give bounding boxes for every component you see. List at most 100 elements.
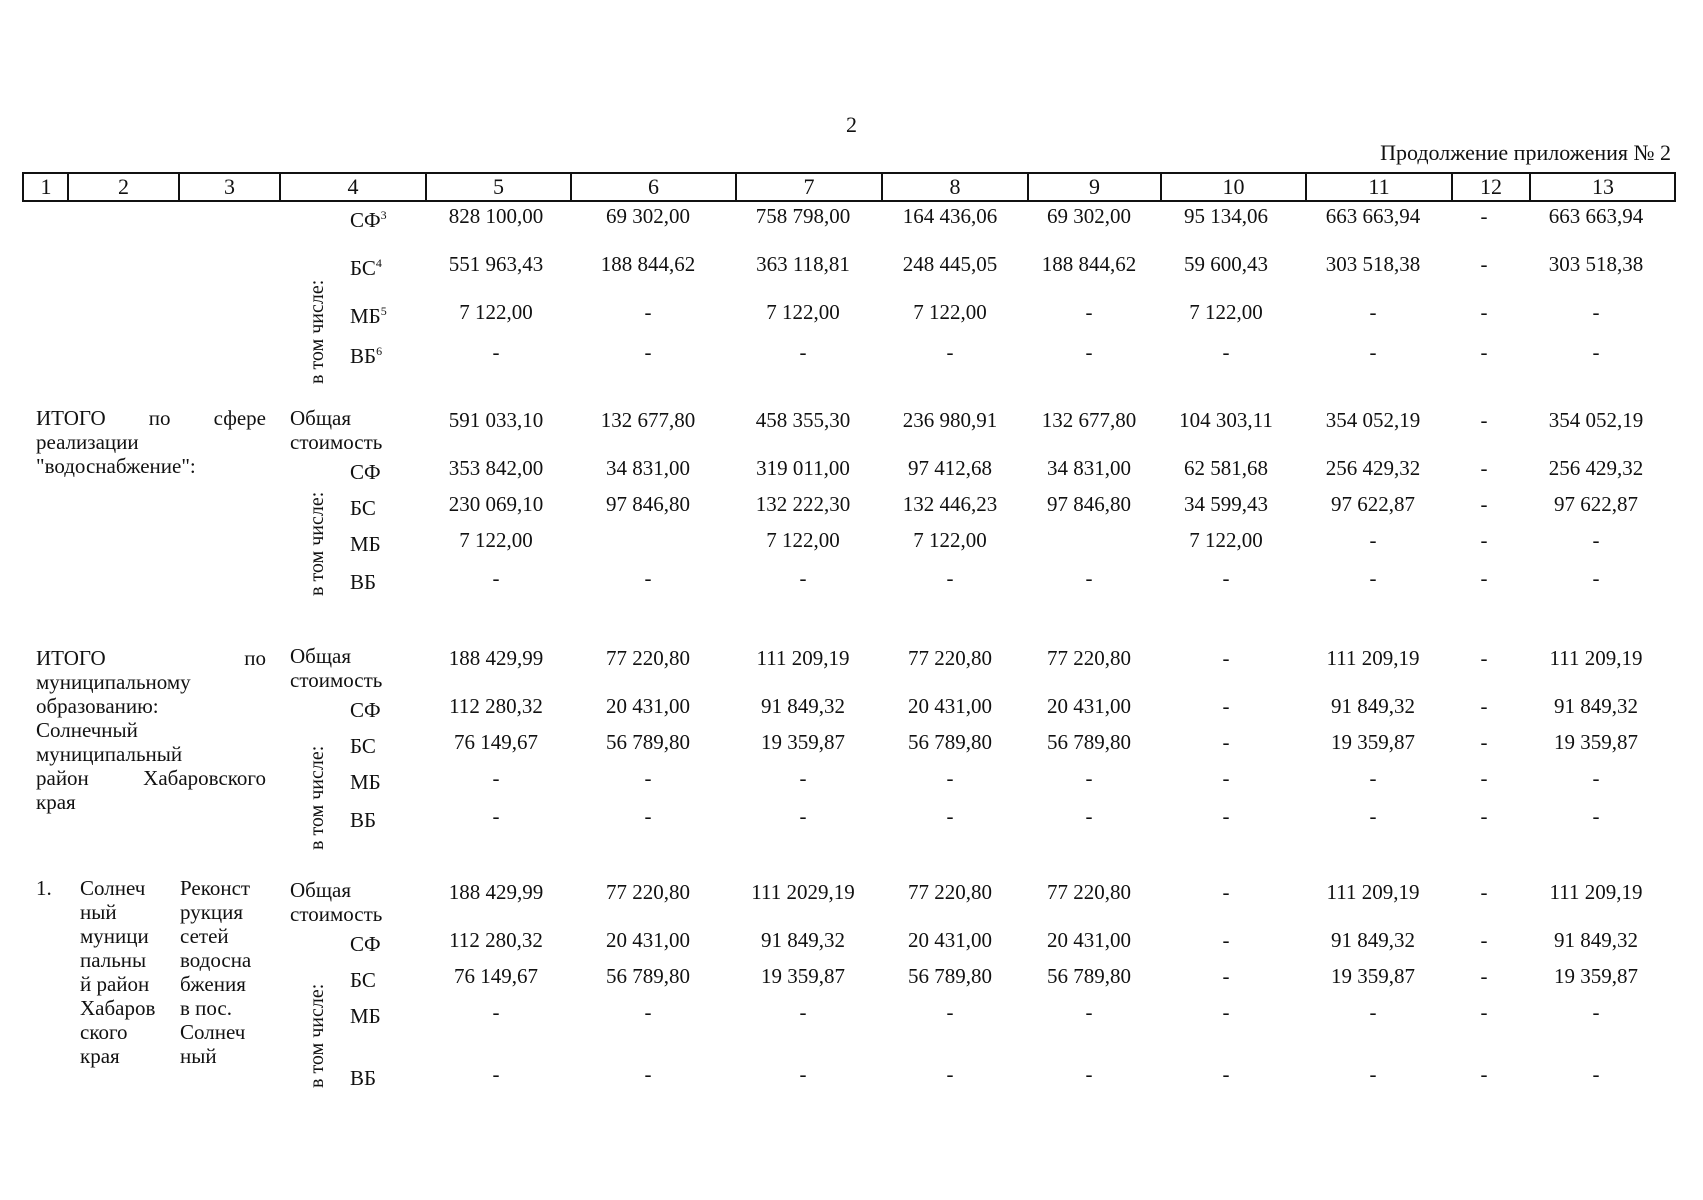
cell-col-7: 111 209,19: [756, 646, 850, 670]
cell-col-6: 56 789,80: [606, 730, 690, 754]
funding-code-text: МБ: [350, 304, 381, 328]
header-col-5: 5: [493, 174, 504, 199]
header-col-10: 10: [1222, 174, 1245, 199]
cell-col-11: -: [1369, 528, 1377, 552]
cell-col-10: 7 122,00: [1189, 300, 1263, 324]
cell-col-7: -: [799, 804, 807, 828]
funding-code-text: МБ: [350, 532, 381, 556]
page-number: 2: [846, 112, 857, 137]
cell-col-11: -: [1369, 766, 1377, 790]
funding-source-code: БС4: [350, 256, 382, 281]
cell-col-13: -: [1592, 1062, 1600, 1086]
cell-col-12: -: [1480, 1000, 1488, 1024]
item-project-line: сетей: [180, 924, 229, 948]
cell-col-13: 97 622,87: [1554, 492, 1638, 516]
cell-col-5: 188 429,99: [448, 646, 544, 670]
funding-code-text: СФ: [350, 698, 381, 722]
item-municipality-line: й район: [80, 972, 150, 996]
cell-col-10: 62 581,68: [1184, 456, 1268, 480]
header-col-3: 3: [224, 174, 235, 199]
cell-col-6: 77 220,80: [606, 880, 690, 904]
funding-code-text: МБ: [350, 1004, 381, 1028]
cell-col-9: 77 220,80: [1047, 880, 1131, 904]
footnote-marker: 5: [380, 304, 387, 318]
in-total-rotated-label: в том числе:: [306, 279, 328, 384]
cell-col-9: -: [1085, 1000, 1093, 1024]
header-col-4: 4: [347, 174, 359, 199]
cell-col-8: -: [946, 804, 954, 828]
item-project-line: водосна: [180, 948, 252, 972]
header-separator: [425, 174, 427, 200]
header-separator: [881, 174, 883, 200]
cell-col-8: -: [946, 1062, 954, 1086]
block-label-line: "водоснабжение":: [36, 454, 196, 478]
funding-source-code: ВБ: [350, 1066, 376, 1091]
cell-col-10: -: [1222, 804, 1230, 828]
cell-col-12: -: [1480, 766, 1488, 790]
cell-col-11: -: [1369, 340, 1377, 364]
cell-col-12: -: [1480, 928, 1488, 952]
cell-col-13: 111 209,19: [1549, 880, 1643, 904]
cell-col-12: -: [1480, 300, 1488, 324]
cell-col-7: 91 849,32: [761, 928, 845, 952]
funding-source-code: СФ: [350, 932, 381, 957]
item-municipality-line: муници: [80, 924, 149, 948]
block-label-line: муниципальный: [36, 742, 183, 766]
cell-col-10: -: [1222, 1000, 1230, 1024]
cell-col-6: -: [644, 1000, 652, 1024]
cell-col-11: -: [1369, 804, 1377, 828]
cell-col-13: 303 518,38: [1548, 252, 1644, 276]
block-label-line: реализации: [36, 430, 139, 454]
cell-col-6: -: [644, 766, 652, 790]
funding-code-text: СФ: [350, 932, 381, 956]
cell-col-7: 7 122,00: [766, 300, 840, 324]
funding-code-text: ВБ: [350, 344, 377, 368]
in-total-rotated-label: в том числе:: [306, 745, 328, 850]
header-col-7: 7: [803, 174, 815, 199]
cell-col-8: 7 122,00: [913, 528, 987, 552]
cell-col-13: 91 849,32: [1554, 694, 1638, 718]
header-col-13: 13: [1592, 174, 1614, 199]
cell-col-10: -: [1222, 1062, 1230, 1086]
header-separator: [735, 174, 737, 200]
cell-col-10: -: [1222, 340, 1230, 364]
header-col-9: 9: [1089, 174, 1100, 199]
cell-col-6: -: [644, 340, 652, 364]
funding-source-code: БС: [350, 496, 376, 521]
cell-col-7: 19 359,87: [761, 730, 845, 754]
header-separator: [1027, 174, 1029, 200]
cell-col-12: -: [1480, 646, 1488, 670]
cell-col-6: 56 789,80: [606, 964, 690, 988]
cell-col-12: -: [1480, 880, 1488, 904]
cell-col-13: 354 052,19: [1548, 408, 1644, 432]
total-cost-label: стоимость: [290, 902, 383, 926]
cell-col-11: -: [1369, 300, 1377, 324]
cell-col-6: 188 844,62: [600, 252, 696, 276]
cell-col-6: 20 431,00: [606, 694, 690, 718]
block-label-line: ИТОГО по сфере: [36, 406, 266, 430]
cell-col-11: 663 663,94: [1325, 204, 1421, 228]
cell-col-12: -: [1480, 730, 1488, 754]
in-total-rotated-label: в том числе:: [306, 491, 328, 596]
funding-source-code: СФ3: [350, 208, 387, 233]
cell-col-8: 20 431,00: [908, 694, 992, 718]
header-separator: [1160, 174, 1162, 200]
cell-col-13: -: [1592, 804, 1600, 828]
footnote-marker: 3: [380, 208, 387, 222]
funding-code-text: ВБ: [350, 808, 377, 832]
cell-col-8: 77 220,80: [908, 880, 992, 904]
cell-col-10: -: [1222, 928, 1230, 952]
item-project-line: ный: [180, 1044, 217, 1068]
item-municipality-line: Солнеч: [80, 876, 146, 900]
cell-col-8: 56 789,80: [908, 964, 992, 988]
cell-col-5: -: [492, 1000, 500, 1024]
cell-col-8: -: [946, 766, 954, 790]
cell-col-13: 19 359,87: [1554, 730, 1638, 754]
item-project-line: рукция: [180, 900, 244, 924]
funding-source-code: ВБ: [350, 808, 376, 833]
cell-col-6: -: [644, 804, 652, 828]
in-total-rotated-label: в том числе:: [306, 983, 328, 1088]
header-col-6: 6: [648, 174, 659, 199]
block-label-line: муниципальному: [36, 670, 191, 694]
item-municipality-line: края: [80, 1044, 120, 1068]
